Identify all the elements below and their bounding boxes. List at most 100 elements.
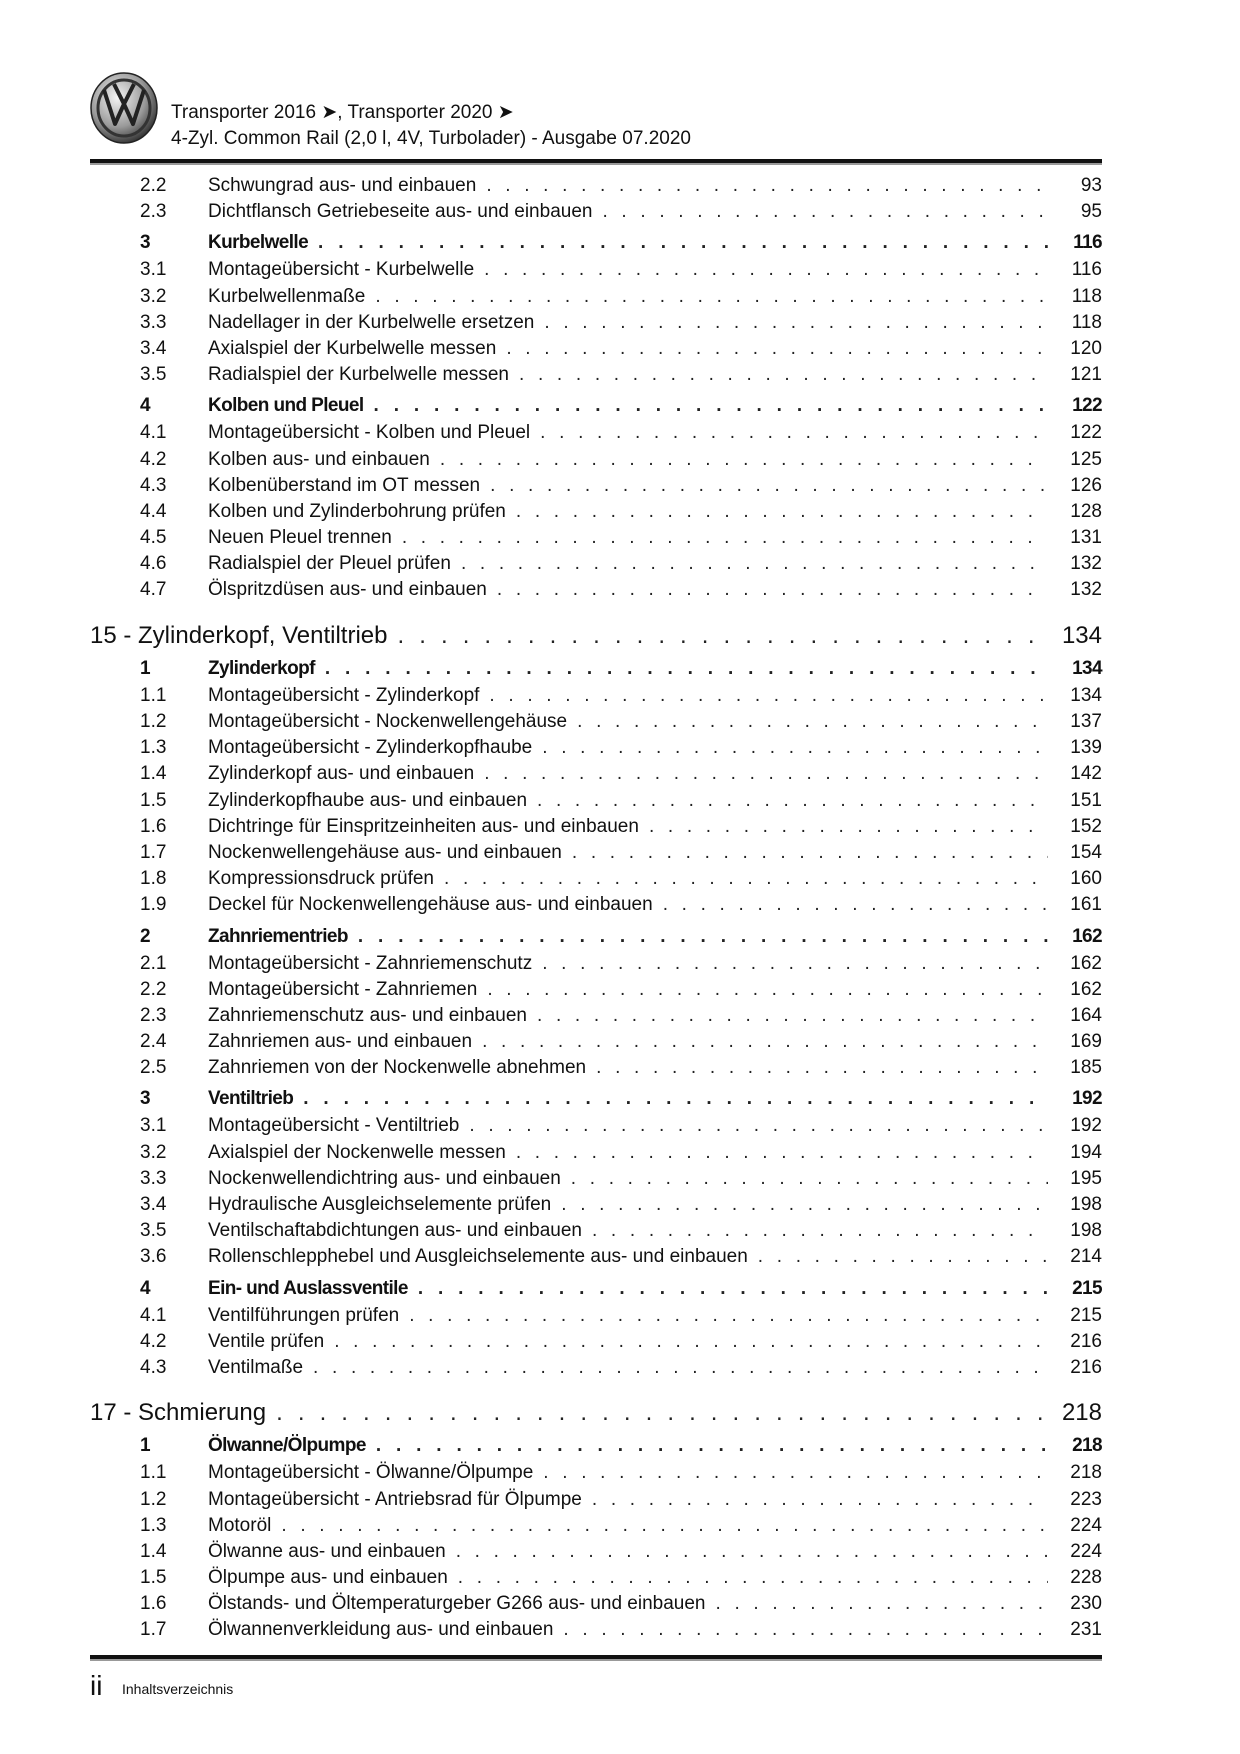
toc-section[interactable]: 3 Ventiltrieb . . . . . . . . . . . . . .…: [0, 1086, 1240, 1113]
toc-entry[interactable]: 4.2 Kolben aus- und einbauen . . . . . . …: [0, 447, 1240, 473]
entry-page: 128: [1070, 500, 1102, 522]
toc-entry[interactable]: 3.4 Axialspiel der Kurbelwelle messen . .…: [0, 336, 1240, 362]
toc-entry[interactable]: 4.2 Ventile prüfen . . . . . . . . . . . …: [0, 1329, 1240, 1355]
toc-entry[interactable]: 1.8 Kompressionsdruck prüfen . . . . . . …: [0, 866, 1240, 892]
entry-number: 3.6: [140, 1246, 167, 1268]
entry-title: 15 - Zylinderkopf, Ventiltrieb: [90, 622, 388, 649]
toc-entry[interactable]: 2.2 Schwungrad aus- und einbauen . . . . …: [0, 173, 1240, 199]
toc-entry[interactable]: 3.1 Montageübersicht - Ventiltrieb . . . …: [0, 1113, 1240, 1139]
toc-entry[interactable]: 1.3 Motoröl . . . . . . . . . . . . . . .…: [0, 1513, 1240, 1539]
entry-number: 1.3: [140, 1514, 167, 1536]
toc-entry[interactable]: 2.1 Montageübersicht - Zahnriemenschutz .…: [0, 951, 1240, 977]
toc-chapter[interactable]: 17 - Schmierung . . . . . . . . . . . . …: [0, 1400, 1240, 1426]
toc-entry[interactable]: 1.1 Montageübersicht - Ölwanne/Ölpumpe . …: [0, 1460, 1240, 1486]
entry-page: 116: [1071, 259, 1102, 281]
toc-entry[interactable]: 1.9 Deckel für Nockenwellengehäuse aus- u…: [0, 892, 1240, 918]
entry-number: 1.4: [140, 763, 167, 785]
dot-leader: . . . . . . . . . . . . . . . . . . . . …: [544, 311, 1048, 333]
dot-leader: . . . . . . . . . . . . . . . . . . . . …: [563, 1619, 1048, 1641]
toc-entry[interactable]: 1.4 Ölwanne aus- und einbauen . . . . . .…: [0, 1539, 1240, 1565]
entry-title: Montageübersicht - Antriebsrad für Ölpum…: [208, 1488, 582, 1510]
dot-leader: . . . . . . . . . . . . . . . . . . . . …: [561, 1194, 1048, 1215]
dot-leader: . . . . . . . . . . . . . . . . . . . . …: [543, 1462, 1048, 1484]
entry-title: Nockenwellendichtring aus- und einbauen: [208, 1167, 561, 1189]
toc-entry[interactable]: 1.3 Montageübersicht - Zylinderkopfhaube …: [0, 735, 1240, 761]
toc-entry[interactable]: 1.6 Ölstands- und Öltemperaturgeber G266 …: [0, 1591, 1240, 1617]
dot-leader: . . . . . . . . . . . . . . . . . . . . …: [662, 894, 1048, 916]
toc-entry[interactable]: 3.2 Axialspiel der Nockenwelle messen . .…: [0, 1140, 1240, 1166]
entry-page: 224: [1070, 1540, 1102, 1562]
toc-entry[interactable]: 1.6 Dichtringe für Einspritzeinheiten aus…: [0, 814, 1240, 840]
entry-number: 3.5: [140, 364, 167, 386]
entry-page: 162: [1070, 952, 1102, 974]
toc-chapter[interactable]: 15 - Zylinderkopf, Ventiltrieb . . . . .…: [0, 622, 1240, 649]
entry-number: 1.9: [140, 894, 167, 916]
entry-number: 1.7: [140, 1619, 167, 1641]
header-vehicle-line: Transporter 2016 ➤, Transporter 2020 ➤: [171, 102, 514, 123]
toc-entry[interactable]: 2.4 Zahnriemen aus- und einbauen . . . . …: [0, 1029, 1240, 1055]
entry-page: 160: [1070, 868, 1102, 890]
toc-section[interactable]: 4 Ein- und Auslassventile . . . . . . . .…: [0, 1276, 1240, 1303]
entry-number: 4: [140, 1277, 151, 1299]
dot-leader: . . . . . . . . . . . . . . . . . . . . …: [515, 1141, 1048, 1163]
entry-number: 4.1: [140, 422, 167, 444]
toc-entry[interactable]: 4.1 Montageübersicht - Kolben und Pleuel …: [0, 420, 1240, 446]
entry-number: 1.4: [140, 1540, 167, 1562]
entry-title: Ölpumpe aus- und einbauen: [208, 1567, 448, 1589]
toc-entry[interactable]: 3.1 Montageübersicht - Kurbelwelle . . . …: [0, 257, 1240, 283]
toc-entry[interactable]: 4.7 Ölspritzdüsen aus- und einbauen . . .…: [0, 577, 1240, 603]
toc-section[interactable]: 3 Kurbelwelle . . . . . . . . . . . . . .…: [0, 230, 1240, 257]
dot-leader: . . . . . . . . . . . . . . . . . . . . …: [469, 1115, 1048, 1137]
toc-entry[interactable]: 3.5 Ventilschaftabdichtungen aus- und ein…: [0, 1218, 1240, 1244]
toc-entry[interactable]: 1.5 Zylinderkopfhaube aus- und einbauen .…: [0, 788, 1240, 814]
entry-page: 215: [1072, 1277, 1103, 1299]
entry-number: 3.3: [140, 1167, 167, 1189]
toc-entry[interactable]: 4.6 Radialspiel der Pleuel prüfen . . . .…: [0, 551, 1240, 577]
toc-section[interactable]: 1 Ölwanne/Ölpumpe . . . . . . . . . . . .…: [0, 1433, 1240, 1460]
dot-leader: . . . . . . . . . . . . . . . . . . . . …: [542, 952, 1048, 974]
toc-entry[interactable]: 1.7 Ölwannenverkleidung aus- und einbauen…: [0, 1617, 1240, 1643]
toc-entry[interactable]: 4.1 Ventilführungen prüfen . . . . . . . …: [0, 1303, 1240, 1329]
toc-entry[interactable]: 4.3 Kolbenüberstand im OT messen . . . . …: [0, 473, 1240, 499]
toc-entry[interactable]: 1.2 Montageübersicht - Antriebsrad für Öl…: [0, 1487, 1240, 1513]
entry-title: Hydraulische Ausgleichselemente prüfen: [208, 1194, 552, 1215]
toc-entry[interactable]: 2.3 Zahnriemenschutz aus- und einbauen . …: [0, 1003, 1240, 1029]
entry-title: Kolben aus- und einbauen: [208, 448, 430, 470]
dot-leader: . . . . . . . . . . . . . . . . . . . . …: [357, 925, 1048, 947]
toc-entry[interactable]: 1.4 Zylinderkopf aus- und einbauen . . . …: [0, 761, 1240, 787]
toc-entry[interactable]: 3.3 Nadellager in der Kurbelwelle ersetze…: [0, 310, 1240, 336]
toc-entry[interactable]: 3.3 Nockenwellendichtring aus- und einbau…: [0, 1166, 1240, 1192]
toc-entry[interactable]: 1.7 Nockenwellengehäuse aus- und einbauen…: [0, 840, 1240, 866]
entry-title: Montageübersicht - Zylinderkopf: [208, 684, 480, 706]
toc-entry[interactable]: 2.3 Dichtflansch Getriebeseite aus- und e…: [0, 199, 1240, 225]
toc-entry[interactable]: 1.1 Montageübersicht - Zylinderkopf . . .…: [0, 683, 1240, 709]
dot-leader: . . . . . . . . . . . . . . . . . . . . …: [519, 364, 1048, 386]
entry-page: 224: [1070, 1514, 1102, 1536]
toc-entry[interactable]: 3.6 Rollenschlepphebel und Ausgleichselem…: [0, 1244, 1240, 1270]
toc-entry[interactable]: 1.5 Ölpumpe aus- und einbauen . . . . . .…: [0, 1565, 1240, 1591]
toc-entry[interactable]: 4.4 Kolben und Zylinderbohrung prüfen . .…: [0, 499, 1240, 525]
toc-entry[interactable]: 3.2 Kurbelwellenmaße . . . . . . . . . . …: [0, 284, 1240, 310]
entry-number: 4.3: [140, 1356, 167, 1378]
entry-number: 1.3: [140, 737, 167, 759]
dot-leader: . . . . . . . . . . . . . . . . . . . . …: [484, 763, 1048, 785]
toc-entry[interactable]: 4.5 Neuen Pleuel trennen . . . . . . . . …: [0, 525, 1240, 551]
toc-entry[interactable]: 4.3 Ventilmaße . . . . . . . . . . . . . …: [0, 1355, 1240, 1381]
entry-title: Neuen Pleuel trennen: [208, 527, 392, 549]
entry-page: 137: [1070, 711, 1102, 732]
toc-section[interactable]: 2 Zahnriementrieb . . . . . . . . . . . .…: [0, 924, 1240, 951]
entry-title: 17 - Schmierung: [90, 1400, 267, 1427]
toc-entry[interactable]: 2.2 Montageübersicht - Zahnriemen . . . .…: [0, 977, 1240, 1003]
toc-entry[interactable]: 3.4 Hydraulische Ausgleichselemente prüfe…: [0, 1192, 1240, 1218]
toc-entry[interactable]: 2.5 Zahnriemen von der Nockenwelle abnehm…: [0, 1055, 1240, 1081]
toc-section[interactable]: 1 Zylinderkopf . . . . . . . . . . . . . …: [0, 656, 1240, 683]
toc-entry[interactable]: 1.2 Montageübersicht - Nockenwellengehäus…: [0, 709, 1240, 735]
entry-page: 118: [1071, 311, 1102, 333]
entry-page: 218: [1061, 1399, 1102, 1427]
dot-leader: . . . . . . . . . . . . . . . . . . . . …: [482, 1031, 1048, 1053]
entry-page: 230: [1070, 1593, 1102, 1615]
toc-entry[interactable]: 3.5 Radialspiel der Kurbelwelle messen . …: [0, 362, 1240, 388]
entry-page: 134: [1070, 684, 1102, 706]
entry-number: 4.3: [140, 474, 167, 496]
toc-section[interactable]: 4 Kolben und Pleuel . . . . . . . . . . .…: [0, 393, 1240, 420]
